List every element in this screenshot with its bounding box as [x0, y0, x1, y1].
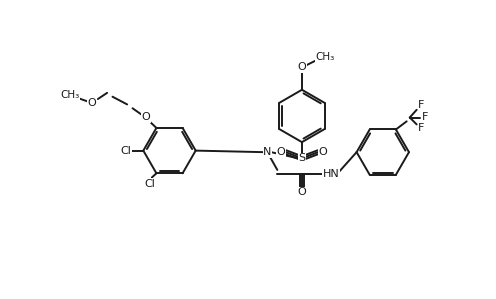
Text: O: O: [298, 62, 307, 72]
Text: O: O: [318, 147, 327, 157]
Text: O: O: [298, 62, 307, 72]
Text: S: S: [299, 153, 306, 163]
Text: F: F: [418, 123, 425, 133]
Text: CH₃: CH₃: [61, 90, 80, 100]
Text: CH₃: CH₃: [315, 52, 335, 62]
Text: O: O: [318, 147, 327, 157]
Text: O: O: [141, 112, 150, 123]
Text: F: F: [418, 100, 425, 110]
Text: O: O: [87, 98, 96, 108]
Text: F: F: [418, 100, 425, 110]
Text: N: N: [263, 147, 271, 157]
Text: O: O: [298, 187, 307, 197]
Text: S: S: [299, 153, 306, 163]
Text: F: F: [422, 112, 429, 123]
Text: O: O: [277, 147, 286, 157]
Text: HN: HN: [323, 169, 340, 179]
Text: CH₃: CH₃: [61, 90, 80, 100]
Text: F: F: [422, 112, 429, 123]
Text: O: O: [277, 147, 286, 157]
Text: F: F: [418, 123, 425, 133]
Text: Cl: Cl: [120, 146, 131, 155]
Text: O: O: [141, 112, 150, 123]
Text: Cl: Cl: [120, 146, 131, 155]
Text: Cl: Cl: [145, 179, 156, 189]
Text: Cl: Cl: [145, 179, 156, 189]
Text: CH₃: CH₃: [315, 52, 335, 62]
Text: HN: HN: [323, 169, 340, 179]
Text: O: O: [298, 187, 307, 197]
Text: N: N: [263, 147, 271, 157]
Text: O: O: [87, 98, 96, 108]
